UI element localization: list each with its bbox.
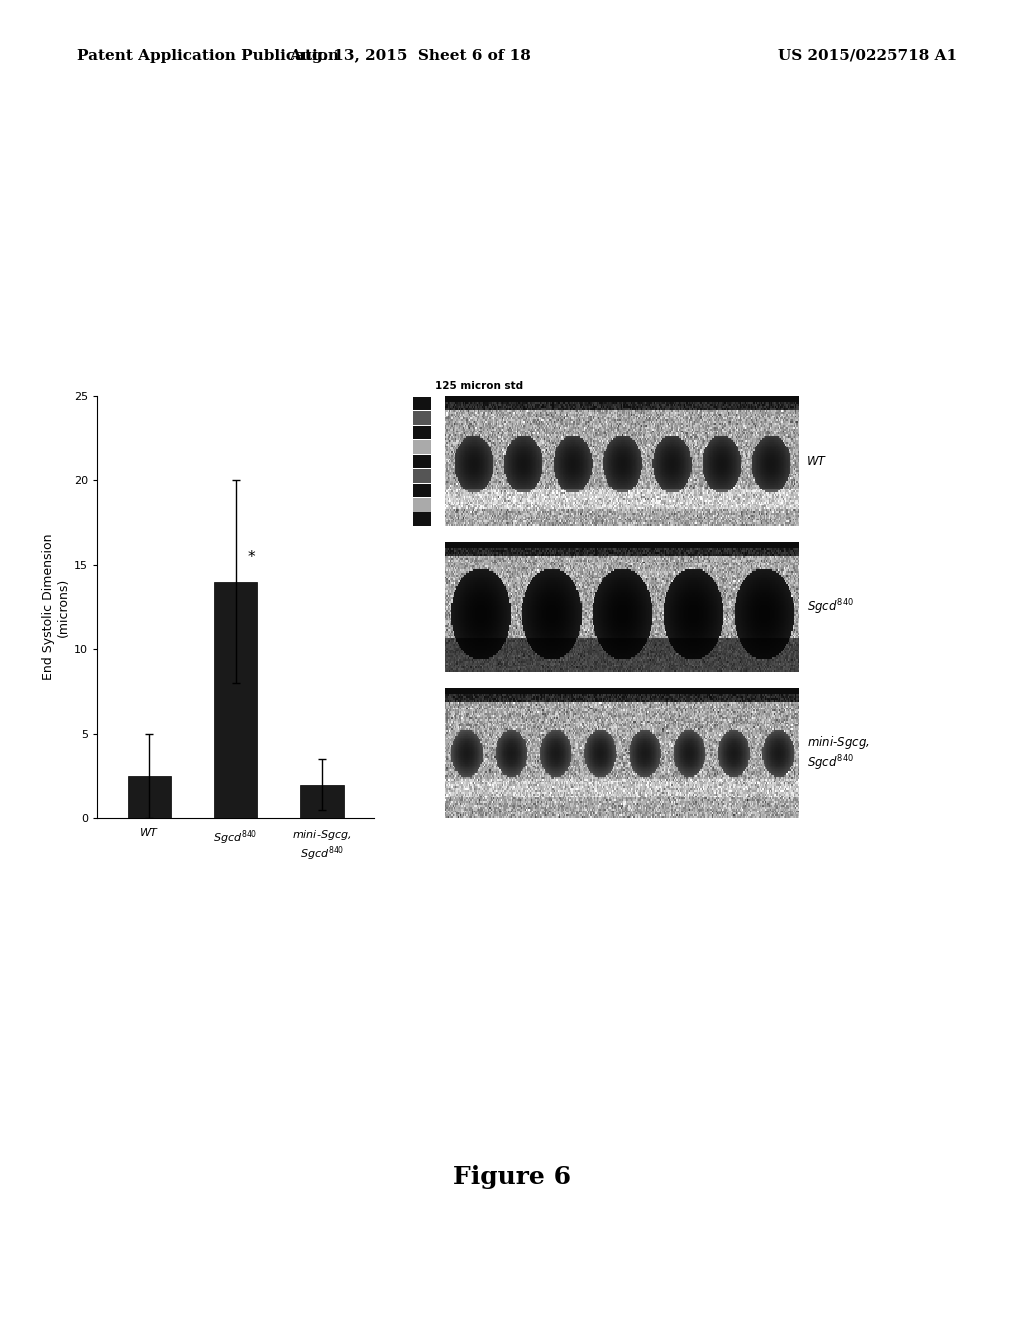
Y-axis label: End Systolic Dimension
(microns): End Systolic Dimension (microns) — [42, 535, 70, 680]
Text: 125 micron std: 125 micron std — [435, 380, 523, 391]
Text: *: * — [247, 550, 255, 565]
Bar — [128, 776, 171, 818]
Bar — [300, 784, 343, 818]
Text: Patent Application Publication: Patent Application Publication — [77, 49, 339, 63]
Text: Aug. 13, 2015  Sheet 6 of 18: Aug. 13, 2015 Sheet 6 of 18 — [289, 49, 530, 63]
Text: mini-$Sgcg$,
$Sgcd^{840}$: mini-$Sgcg$, $Sgcd^{840}$ — [807, 734, 869, 774]
Text: WT: WT — [807, 454, 825, 467]
Text: $Sgcd^{840}$: $Sgcd^{840}$ — [807, 598, 854, 616]
Bar — [214, 582, 257, 818]
Text: Figure 6: Figure 6 — [453, 1166, 571, 1189]
Text: US 2015/0225718 A1: US 2015/0225718 A1 — [778, 49, 957, 63]
